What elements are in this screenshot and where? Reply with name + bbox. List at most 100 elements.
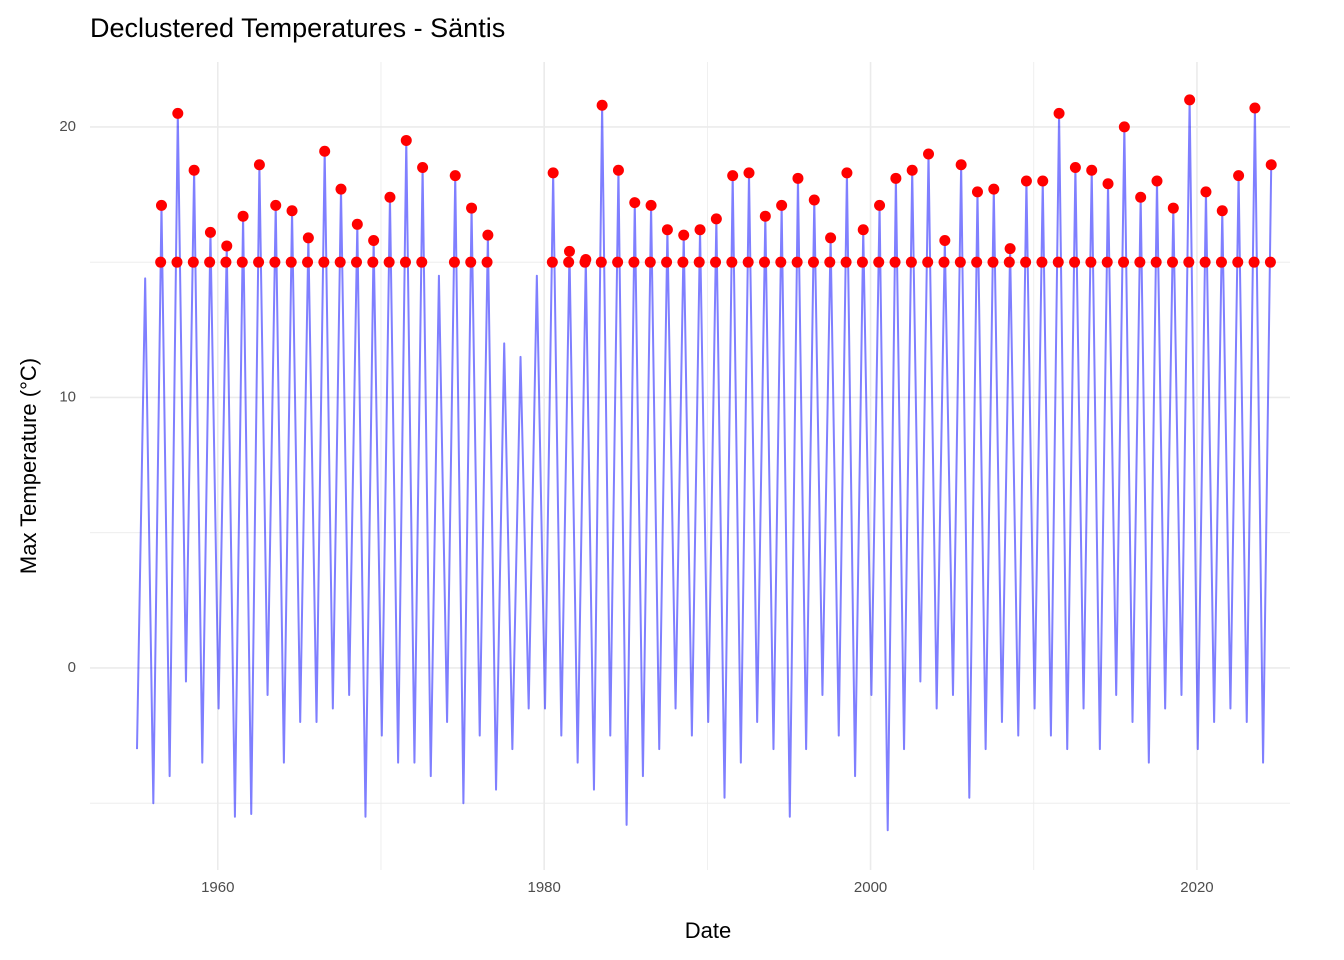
peak-point (155, 256, 167, 268)
peak-point (710, 256, 722, 268)
peak-point (1004, 243, 1016, 255)
x-tick-label: 1960 (201, 879, 234, 896)
peak-point (775, 256, 787, 268)
y-tick-label: 10 (59, 388, 76, 405)
peak-point (1150, 256, 1162, 268)
peak-point (270, 199, 282, 211)
peak-point (661, 224, 673, 236)
peak-point (873, 256, 885, 268)
peak-point (791, 256, 803, 268)
x-tick-label: 2000 (854, 879, 887, 896)
peak-point (1086, 164, 1098, 176)
peak-point (351, 218, 363, 230)
peak-point (1215, 256, 1227, 268)
peak-point (220, 256, 232, 268)
peak-point (792, 172, 804, 184)
peak-point (269, 256, 281, 268)
peak-point (334, 256, 346, 268)
peak-point (890, 172, 902, 184)
y-tick-label: 20 (59, 118, 76, 135)
peak-point (743, 167, 755, 179)
peak-point (318, 256, 330, 268)
peak-point (677, 256, 689, 268)
peak-point (1166, 256, 1178, 268)
peak-point (1052, 256, 1064, 268)
peak-point (612, 164, 624, 176)
peak-point (1135, 191, 1147, 203)
peak-point (465, 256, 477, 268)
peak-point (416, 256, 428, 268)
peak-point (236, 256, 248, 268)
peak-point (563, 256, 575, 268)
peak-point (579, 256, 591, 268)
peak-point (563, 245, 575, 257)
peak-point (1102, 178, 1114, 190)
peak-point (710, 213, 722, 225)
peak-point (971, 256, 983, 268)
peak-point (629, 197, 641, 209)
peak-point (1248, 256, 1260, 268)
peak-point (644, 256, 656, 268)
peak-point (1265, 159, 1277, 171)
peak-point (546, 256, 558, 268)
peak-point (204, 256, 216, 268)
peak-point (595, 256, 607, 268)
peak-point (726, 256, 738, 268)
peak-point (939, 235, 951, 247)
peak-point (1085, 256, 1097, 268)
peak-point (693, 256, 705, 268)
chart-title: Declustered Temperatures - Säntis (90, 13, 505, 43)
peak-point (1118, 256, 1130, 268)
peak-point (188, 164, 200, 176)
peak-point (383, 256, 395, 268)
peak-point (1232, 256, 1244, 268)
peak-point (807, 256, 819, 268)
peak-point (923, 148, 935, 160)
peak-point (906, 164, 918, 176)
peak-point (172, 107, 184, 119)
x-tick-label: 1980 (527, 879, 560, 896)
peak-point (1020, 256, 1032, 268)
peak-point (1020, 175, 1032, 187)
y-tick-label: 0 (68, 659, 76, 676)
peak-point (727, 170, 739, 182)
peak-point (155, 199, 167, 211)
peak-point (1053, 107, 1065, 119)
peak-point (1183, 256, 1195, 268)
peak-point (204, 226, 216, 238)
peak-point (1101, 256, 1113, 268)
peak-point (1134, 256, 1146, 268)
peak-point (857, 224, 869, 236)
peak-point (1151, 175, 1163, 187)
peak-point (856, 256, 868, 268)
peak-point (759, 210, 771, 222)
peak-point (694, 224, 706, 236)
peak-point (253, 159, 265, 171)
peak-point (1199, 256, 1211, 268)
y-axis-title: Max Temperature (°C) (16, 358, 41, 574)
peak-point (547, 167, 559, 179)
peak-point (1118, 121, 1130, 133)
peak-point (776, 199, 788, 211)
peak-point (285, 256, 297, 268)
peak-point (1069, 256, 1081, 268)
peak-point (628, 256, 640, 268)
peak-point (1037, 175, 1049, 187)
x-tick-label: 2020 (1180, 879, 1213, 896)
peak-point (1036, 256, 1048, 268)
peak-point (988, 183, 1000, 195)
peak-point (905, 256, 917, 268)
peak-point (612, 256, 624, 268)
peak-point (1233, 170, 1245, 182)
peak-point (874, 199, 886, 211)
peak-point (759, 256, 771, 268)
peak-point (481, 256, 493, 268)
peak-point (645, 199, 657, 211)
peak-point (384, 191, 396, 203)
peak-point (1216, 205, 1228, 217)
peak-point (319, 145, 331, 157)
peak-point (1167, 202, 1179, 214)
peak-point (1069, 161, 1081, 173)
peak-point (286, 205, 298, 217)
